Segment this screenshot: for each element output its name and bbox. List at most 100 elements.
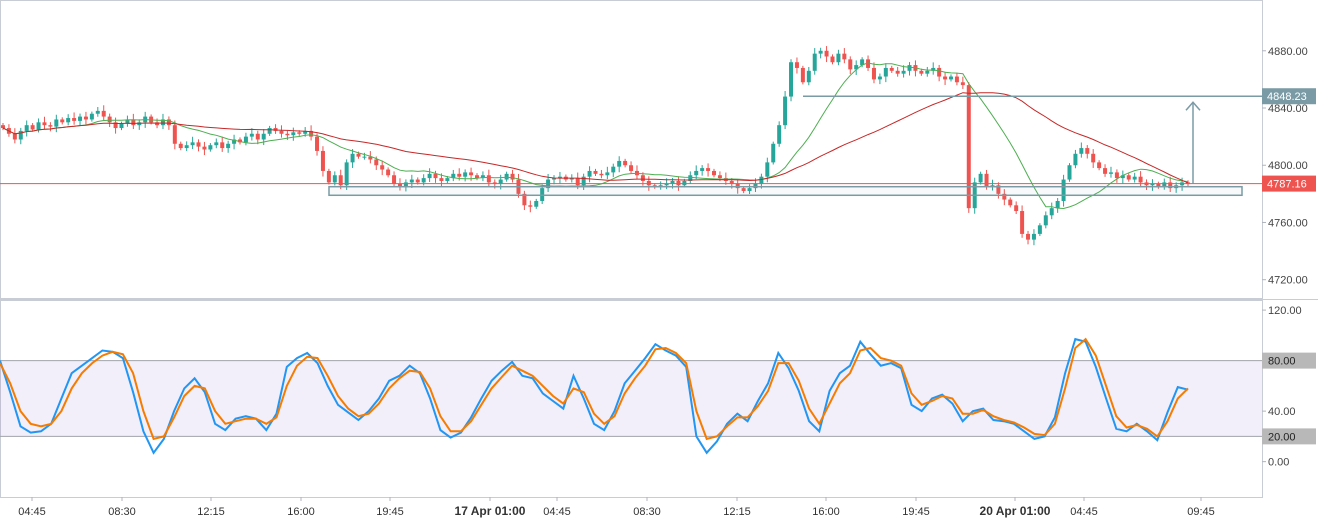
candle[interactable] (172, 120, 177, 150)
candle[interactable] (1156, 181, 1161, 189)
candle[interactable] (1150, 179, 1155, 191)
candle[interactable] (338, 169, 343, 190)
candle[interactable] (54, 114, 59, 133)
candle[interactable] (83, 111, 88, 126)
candle[interactable] (1168, 176, 1173, 192)
candle[interactable] (368, 151, 373, 164)
candle[interactable] (1073, 149, 1078, 169)
candle[interactable] (1031, 229, 1036, 246)
candle[interactable] (925, 66, 930, 77)
time-axis[interactable]: 04:45 08:30 12:15 16:00 19:45 17 Apr 01:00 04:… (18, 497, 1215, 518)
candle[interactable] (907, 62, 912, 76)
candle[interactable] (279, 125, 284, 138)
candle[interactable] (220, 136, 225, 152)
candle[interactable] (848, 56, 853, 75)
candle[interactable] (1026, 230, 1031, 245)
candle[interactable] (1162, 178, 1167, 190)
candle[interactable] (89, 111, 94, 122)
candle[interactable] (1008, 197, 1013, 208)
target-arrow[interactable] (1185, 101, 1201, 184)
candle[interactable] (344, 159, 349, 190)
candle[interactable] (504, 171, 509, 182)
candle[interactable] (1126, 173, 1131, 182)
candle[interactable] (208, 143, 213, 152)
oscillator-pane[interactable] (0, 300, 1263, 498)
candle[interactable] (267, 125, 272, 136)
candle[interactable] (842, 48, 847, 64)
candle[interactable] (125, 115, 130, 127)
target-price-badge[interactable]: 4848.23 (1262, 88, 1316, 105)
candle[interactable] (771, 141, 776, 165)
candle[interactable] (706, 163, 711, 177)
candle[interactable] (623, 158, 628, 168)
candle[interactable] (812, 48, 817, 75)
candle[interactable] (409, 174, 414, 188)
candle[interactable] (315, 133, 320, 156)
candle[interactable] (534, 198, 539, 209)
candle[interactable] (783, 90, 788, 130)
candle[interactable] (1067, 163, 1072, 182)
candle[interactable] (72, 112, 77, 125)
candle[interactable] (694, 165, 699, 180)
candle[interactable] (131, 113, 136, 130)
price-axis[interactable]: 4880.00 4840.00 4800.00 4760.00 4720.00 4848.… (1262, 46, 1316, 469)
candle[interactable] (1049, 202, 1054, 220)
candle[interactable] (30, 123, 35, 132)
candle[interactable] (777, 121, 782, 147)
candle[interactable] (931, 62, 936, 75)
candle[interactable] (362, 152, 367, 160)
candle[interactable] (949, 74, 953, 82)
candle[interactable] (42, 116, 47, 130)
candle[interactable] (66, 114, 71, 126)
candle[interactable] (48, 122, 53, 132)
candle[interactable] (475, 173, 479, 181)
candle[interactable] (1, 123, 5, 131)
candle[interactable] (160, 113, 165, 130)
price-pane[interactable] (0, 0, 1263, 299)
candle[interactable] (937, 64, 942, 82)
candle[interactable] (960, 76, 965, 89)
candle[interactable] (954, 72, 959, 86)
candle[interactable] (178, 141, 183, 151)
candle[interactable] (403, 179, 408, 192)
candle[interactable] (451, 169, 456, 182)
candle[interactable] (1002, 189, 1007, 206)
candle[interactable] (309, 125, 314, 141)
candle[interactable] (1120, 170, 1125, 184)
candle[interactable] (901, 65, 906, 78)
candle[interactable] (978, 171, 983, 185)
candle[interactable] (818, 47, 823, 59)
last-price-badge[interactable]: 4787.16 (1262, 175, 1316, 192)
candle[interactable] (552, 175, 557, 185)
candle[interactable] (877, 73, 882, 85)
candle[interactable] (789, 59, 794, 102)
candle[interactable] (700, 165, 705, 176)
candle[interactable] (522, 190, 527, 211)
candle[interactable] (966, 82, 971, 213)
candle[interactable] (392, 171, 397, 187)
candle[interactable] (889, 65, 894, 73)
candle[interactable] (1055, 198, 1060, 213)
candle[interactable] (510, 169, 515, 183)
candle[interactable] (226, 140, 231, 153)
candle[interactable] (291, 127, 296, 141)
candle[interactable] (1061, 174, 1066, 207)
candle[interactable] (214, 138, 219, 149)
candle[interactable] (101, 105, 106, 121)
candle[interactable] (895, 66, 900, 77)
candle[interactable] (380, 160, 385, 176)
candle[interactable] (202, 141, 207, 156)
candle[interactable] (320, 146, 325, 177)
candle[interactable] (747, 184, 752, 194)
candle[interactable] (871, 62, 876, 84)
candle[interactable] (593, 168, 598, 176)
candle[interactable] (528, 200, 533, 213)
candle[interactable] (883, 63, 888, 83)
candle[interactable] (1020, 205, 1025, 238)
candle[interactable] (255, 130, 260, 145)
candle[interactable] (1085, 145, 1090, 159)
candle[interactable] (350, 149, 355, 168)
candle[interactable] (397, 178, 402, 191)
candle[interactable] (12, 128, 17, 144)
candle[interactable] (386, 167, 391, 178)
